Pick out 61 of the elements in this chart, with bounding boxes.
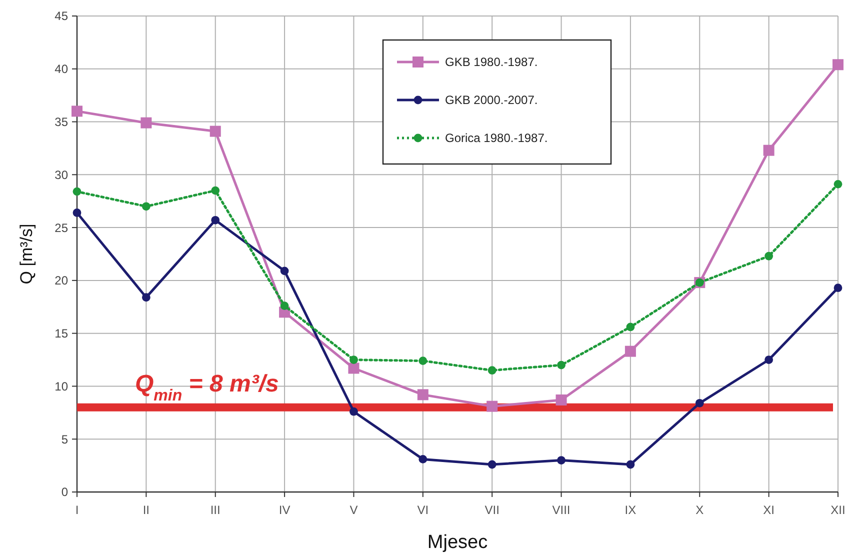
point bbox=[418, 455, 428, 464]
point bbox=[350, 356, 358, 364]
x-tick-label: XII bbox=[830, 503, 846, 517]
x-tick-label: VII bbox=[484, 503, 500, 517]
x-tick-label: IX bbox=[624, 503, 636, 517]
x-axis-title: Mjesec bbox=[427, 532, 488, 553]
point bbox=[764, 356, 774, 364]
y-tick-label: 10 bbox=[54, 379, 68, 394]
point bbox=[557, 360, 566, 370]
point bbox=[486, 400, 498, 412]
point bbox=[140, 117, 152, 128]
y-tick-label: 0 bbox=[61, 485, 68, 500]
point bbox=[280, 266, 289, 276]
point bbox=[764, 252, 774, 260]
point bbox=[418, 356, 428, 366]
point bbox=[142, 202, 150, 211]
point bbox=[624, 346, 636, 357]
point bbox=[72, 187, 82, 196]
y-tick-label: 45 bbox=[54, 9, 68, 24]
point bbox=[832, 59, 844, 70]
legend-label: GKB 2000.-2007. bbox=[445, 93, 538, 108]
point bbox=[72, 106, 82, 117]
x-tick-label: VI bbox=[417, 503, 429, 517]
point bbox=[834, 180, 842, 188]
x-tick-label: III bbox=[210, 503, 220, 517]
point bbox=[556, 394, 567, 406]
point bbox=[626, 322, 635, 332]
legend-label: Gorica 1980.-1987. bbox=[445, 131, 548, 146]
y-axis-title: Q [m³/s] bbox=[17, 224, 36, 284]
point bbox=[210, 126, 221, 137]
point bbox=[417, 389, 428, 400]
y-tick-label: 35 bbox=[54, 114, 68, 129]
point bbox=[211, 216, 220, 224]
point bbox=[280, 302, 289, 310]
x-tick-label: VIII bbox=[552, 503, 570, 517]
point bbox=[348, 362, 360, 374]
ref-line-label: Q$_{min}$ = 8 m³/s bbox=[135, 370, 279, 404]
point bbox=[557, 456, 566, 464]
point bbox=[488, 460, 496, 469]
legend-label: GKB 1980.-1987. bbox=[445, 55, 538, 70]
y-tick-label: 40 bbox=[54, 62, 68, 76]
point bbox=[626, 460, 635, 469]
y-tick-label: 5 bbox=[61, 432, 68, 446]
x-tick-label: X bbox=[696, 503, 704, 517]
y-tick-label: 20 bbox=[54, 274, 68, 288]
x-tick-label: IV bbox=[278, 503, 290, 517]
point bbox=[695, 398, 704, 408]
y-tick-label: 25 bbox=[54, 220, 68, 235]
y-tick-label: 30 bbox=[54, 168, 68, 182]
point bbox=[834, 284, 842, 292]
point bbox=[488, 366, 496, 375]
point bbox=[350, 407, 358, 416]
x-tick-label: II bbox=[142, 503, 150, 517]
y-tick-label: 15 bbox=[54, 326, 68, 341]
point bbox=[72, 208, 82, 217]
x-tick-label: I bbox=[75, 503, 79, 517]
point bbox=[211, 186, 220, 195]
point bbox=[763, 144, 774, 156]
x-tick-label: XI bbox=[763, 503, 774, 517]
x-tick-label: V bbox=[350, 503, 358, 517]
point bbox=[142, 293, 150, 302]
